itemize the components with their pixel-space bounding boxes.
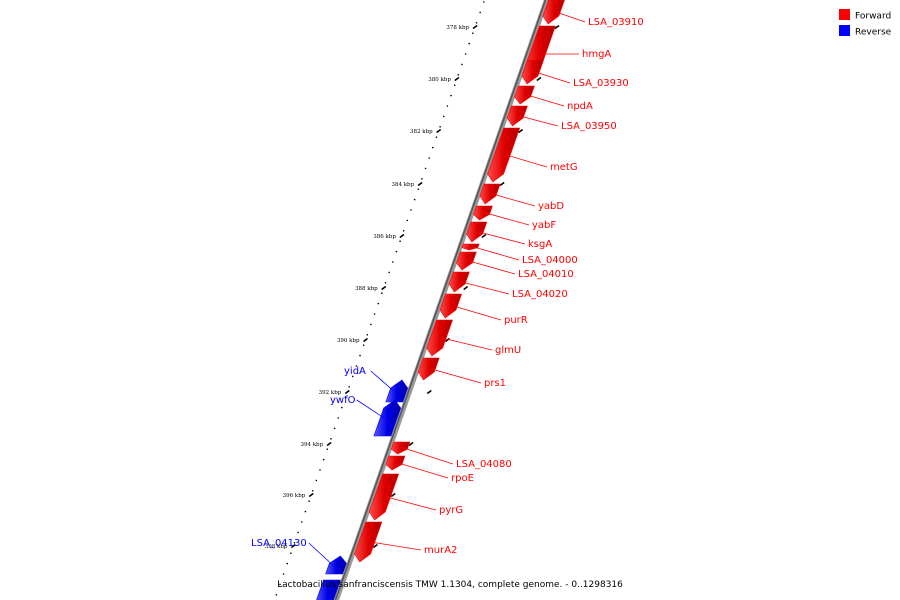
scale-tick <box>308 492 314 498</box>
gene-arrow-ksga[interactable] <box>466 221 488 243</box>
scale-tick <box>326 441 332 447</box>
gene-connector <box>535 71 571 84</box>
gene-labels: LSA_03910 hmgA LSA_03930 npdA LSA_03950 metG y… <box>251 11 644 566</box>
gene-label-lsa_03930[interactable]: LSA_03930 <box>573 78 629 89</box>
scale-tick-label: 382 kbp <box>410 129 433 135</box>
gene-arrow-lsa_04080[interactable] <box>390 441 411 455</box>
scale-tick-label: 384 kbp <box>391 182 414 188</box>
gene-arrow-purr[interactable] <box>439 293 463 319</box>
scale-tick-label: 386 kbp <box>373 234 396 240</box>
scale-tick <box>344 389 350 395</box>
gene-label-ywfo[interactable]: ywfO <box>330 395 356 406</box>
gene-label-lsa_04080[interactable]: LSA_04080 <box>456 459 512 470</box>
gene-label-yida[interactable]: yidA <box>344 366 366 377</box>
gene-connector <box>442 337 493 351</box>
gene-features <box>316 0 565 600</box>
scale-tick-label: 388 kbp <box>355 286 378 292</box>
gene-arrow-glmu[interactable] <box>426 319 453 357</box>
gene-label-rpoe[interactable]: rpoE <box>451 473 474 484</box>
gene-arrow-mura2[interactable] <box>354 521 383 563</box>
scale-tick-label: 396 kbp <box>283 493 306 499</box>
gene-label-ksga[interactable]: ksgA <box>528 239 552 250</box>
gene-arrow-ywfo[interactable] <box>373 399 402 437</box>
legend: Forward Reverse <box>839 9 892 38</box>
gene-connector <box>386 496 437 511</box>
gene-connector <box>479 231 526 245</box>
gene-label-lsa_04000[interactable]: LSA_04000 <box>522 255 578 266</box>
gene-label-lsa_03910[interactable]: LSA_03910 <box>588 17 644 28</box>
gene-connector <box>527 94 565 107</box>
map-footer: Lactobacillus sanfranciscensis TMW 1.130… <box>277 580 623 590</box>
gene-arrow-metg[interactable] <box>487 127 521 183</box>
gene-arrow-yabd[interactable] <box>479 183 501 205</box>
gene-label-lsa_04130[interactable]: LSA_04130 <box>251 538 307 549</box>
legend-label-reverse: Reverse <box>855 28 892 38</box>
gene-arrow-partial <box>316 579 341 600</box>
gene-connector <box>431 368 482 384</box>
scale-tick <box>454 76 460 82</box>
gene-connector <box>519 115 559 127</box>
gene-connector <box>485 212 530 226</box>
gene-label-mura2[interactable]: murA2 <box>424 545 457 556</box>
gene-label-yabf[interactable]: yabF <box>532 220 556 231</box>
gene-label-prs1[interactable]: prs1 <box>484 378 506 389</box>
gene-connector <box>370 370 394 392</box>
gene-connector <box>473 246 520 261</box>
gene-arrow-yida[interactable] <box>385 379 409 403</box>
gene-connector <box>370 541 422 551</box>
scale-tick <box>472 24 478 30</box>
gene-label-purr[interactable]: purR <box>504 315 528 326</box>
gene-connector <box>461 281 510 295</box>
gene-connector <box>356 399 385 419</box>
scale-tick-label: 390 kbp <box>337 338 360 344</box>
gene-arrow-lsa_04020[interactable] <box>448 271 470 293</box>
gene-label-npda[interactable]: npdA <box>567 101 593 112</box>
gene-connector <box>403 447 454 465</box>
gene-connector <box>556 11 586 23</box>
gene-arrow-lsa_03910[interactable] <box>542 0 565 25</box>
scale-tick <box>436 128 442 134</box>
gene-arrow-lsa_03930[interactable] <box>521 59 544 85</box>
gene-connector <box>469 260 516 275</box>
gene-arrow-npda[interactable] <box>514 85 535 105</box>
gene-label-lsa_04020[interactable]: LSA_04020 <box>512 289 568 300</box>
scale-tick-label: 394 kbp <box>300 442 323 448</box>
scale-tick <box>363 337 368 343</box>
gene-label-lsa_03950[interactable]: LSA_03950 <box>561 121 617 132</box>
scale-tick-label: 398 kbp <box>265 544 288 550</box>
gene-connector <box>506 154 548 168</box>
gene-arrow-rpoe[interactable] <box>385 455 406 471</box>
scale-tick-label: 392 kbp <box>319 390 342 396</box>
scale-tick-label: 378 kbp <box>446 25 469 31</box>
gene-label-metg[interactable]: metG <box>550 162 578 173</box>
legend-label-forward: Forward <box>855 12 891 22</box>
scale-tick <box>290 543 296 549</box>
gene-arrow-lsa_03950[interactable] <box>506 105 528 127</box>
legend-swatch-reverse <box>839 25 850 36</box>
gene-label-yabd[interactable]: yabD <box>538 201 564 212</box>
gene-arrow-prs1[interactable] <box>417 357 440 381</box>
gene-arrow-lsa_04130[interactable] <box>325 555 347 575</box>
gene-label-hmga[interactable]: hmgA <box>582 49 611 60</box>
scale-tick <box>381 285 387 291</box>
scale-ruler: 378 kbp 380 kbp 382 kbp 384 kbp 386 kbp 388 k… <box>265 1 560 596</box>
gene-arrow-lsa_04000[interactable] <box>461 243 480 251</box>
gene-connector <box>398 462 449 479</box>
gene-arrow-lsa_04010[interactable] <box>456 251 477 271</box>
scale-tick <box>399 233 405 239</box>
gene-connector <box>492 193 536 207</box>
legend-swatch-forward <box>839 9 850 20</box>
gene-connector <box>453 305 502 321</box>
genome-backbone <box>333 0 550 600</box>
gene-arrow-yabf[interactable] <box>473 205 493 221</box>
gene-connector <box>308 542 334 566</box>
gene-label-lsa_04010[interactable]: LSA_04010 <box>518 269 574 280</box>
gene-arrow-pyrg[interactable] <box>368 473 400 521</box>
gene-label-glmu[interactable]: glmU <box>495 345 521 356</box>
gene-label-pyrg[interactable]: pyrG <box>439 505 463 516</box>
scale-tick <box>417 181 423 187</box>
scale-tick-label: 380 kbp <box>428 77 451 83</box>
